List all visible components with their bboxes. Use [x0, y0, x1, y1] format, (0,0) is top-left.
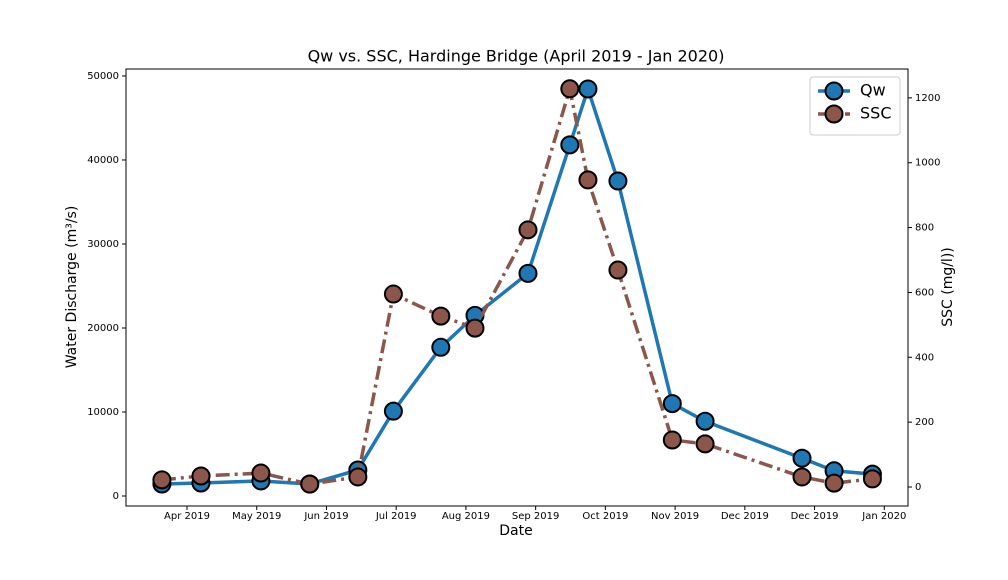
marker — [465, 318, 485, 338]
marker — [695, 411, 715, 431]
x-tick-label: Jan 2020 — [861, 511, 906, 522]
marker — [792, 448, 812, 468]
marker — [431, 306, 451, 326]
marker — [792, 467, 812, 487]
y-tick-label: 40000 — [87, 155, 119, 166]
marker — [152, 470, 172, 490]
legend-marker — [824, 81, 844, 101]
x-tick-label: Jul 2019 — [375, 511, 417, 522]
y2-tick-label: 800 — [915, 223, 934, 234]
legend-label: SSC — [860, 104, 891, 123]
x-tick-label: Dec 2019 — [721, 511, 769, 522]
x-tick-label: Jun 2019 — [303, 511, 348, 522]
y-tick-label: 20000 — [87, 323, 119, 334]
x-tick-label: Oct 2019 — [582, 511, 628, 522]
y-tick-label: 0 — [113, 491, 119, 502]
marker — [695, 434, 715, 454]
series-line — [161, 88, 873, 486]
marker — [518, 220, 538, 240]
chart-title: Qw vs. SSC, Hardinge Bridge (April 2019 … — [308, 47, 725, 66]
marker — [662, 394, 682, 414]
x-axis-label: Date — [499, 523, 532, 539]
y-tick-label: 10000 — [87, 407, 119, 418]
y2-tick-label: 1000 — [915, 158, 940, 169]
plot-frame — [125, 68, 909, 507]
x-tick-label: Sep 2019 — [512, 511, 559, 522]
y2-axis-label: SSC (mg/l)) — [940, 247, 956, 327]
y2-tick-label: 400 — [915, 352, 934, 363]
marker — [383, 284, 403, 304]
x-tick-label: Apr 2019 — [164, 511, 210, 522]
marker — [578, 79, 598, 99]
x-tick-label: Nov 2019 — [651, 511, 699, 522]
marker — [191, 466, 211, 486]
marker — [518, 263, 538, 283]
x-tick-label: May 2019 — [232, 511, 281, 522]
marker — [348, 467, 368, 487]
marker — [608, 171, 628, 191]
marker — [560, 135, 580, 155]
x-tick-label: Aug 2019 — [442, 511, 490, 522]
y2-tick-label: 1200 — [915, 93, 940, 104]
y-axis-label: Water Discharge (m³/s) — [64, 206, 80, 369]
legend-marker — [824, 104, 844, 124]
y2-tick-label: 200 — [915, 417, 934, 428]
x-tick-label: Dec 2019 — [791, 511, 839, 522]
marker — [662, 430, 682, 450]
marker — [578, 170, 598, 190]
y2-tick-label: 0 — [915, 482, 921, 493]
y-tick-label: 50000 — [87, 71, 119, 82]
legend-label: Qw — [860, 81, 886, 100]
marker — [431, 337, 451, 357]
marker — [251, 463, 271, 483]
y2-tick-label: 600 — [915, 287, 934, 298]
marker — [608, 260, 628, 280]
y-tick-label: 30000 — [87, 239, 119, 250]
marker — [862, 469, 882, 489]
marker — [560, 79, 580, 99]
marker — [383, 401, 403, 421]
marker — [824, 473, 844, 493]
marker — [300, 474, 320, 494]
